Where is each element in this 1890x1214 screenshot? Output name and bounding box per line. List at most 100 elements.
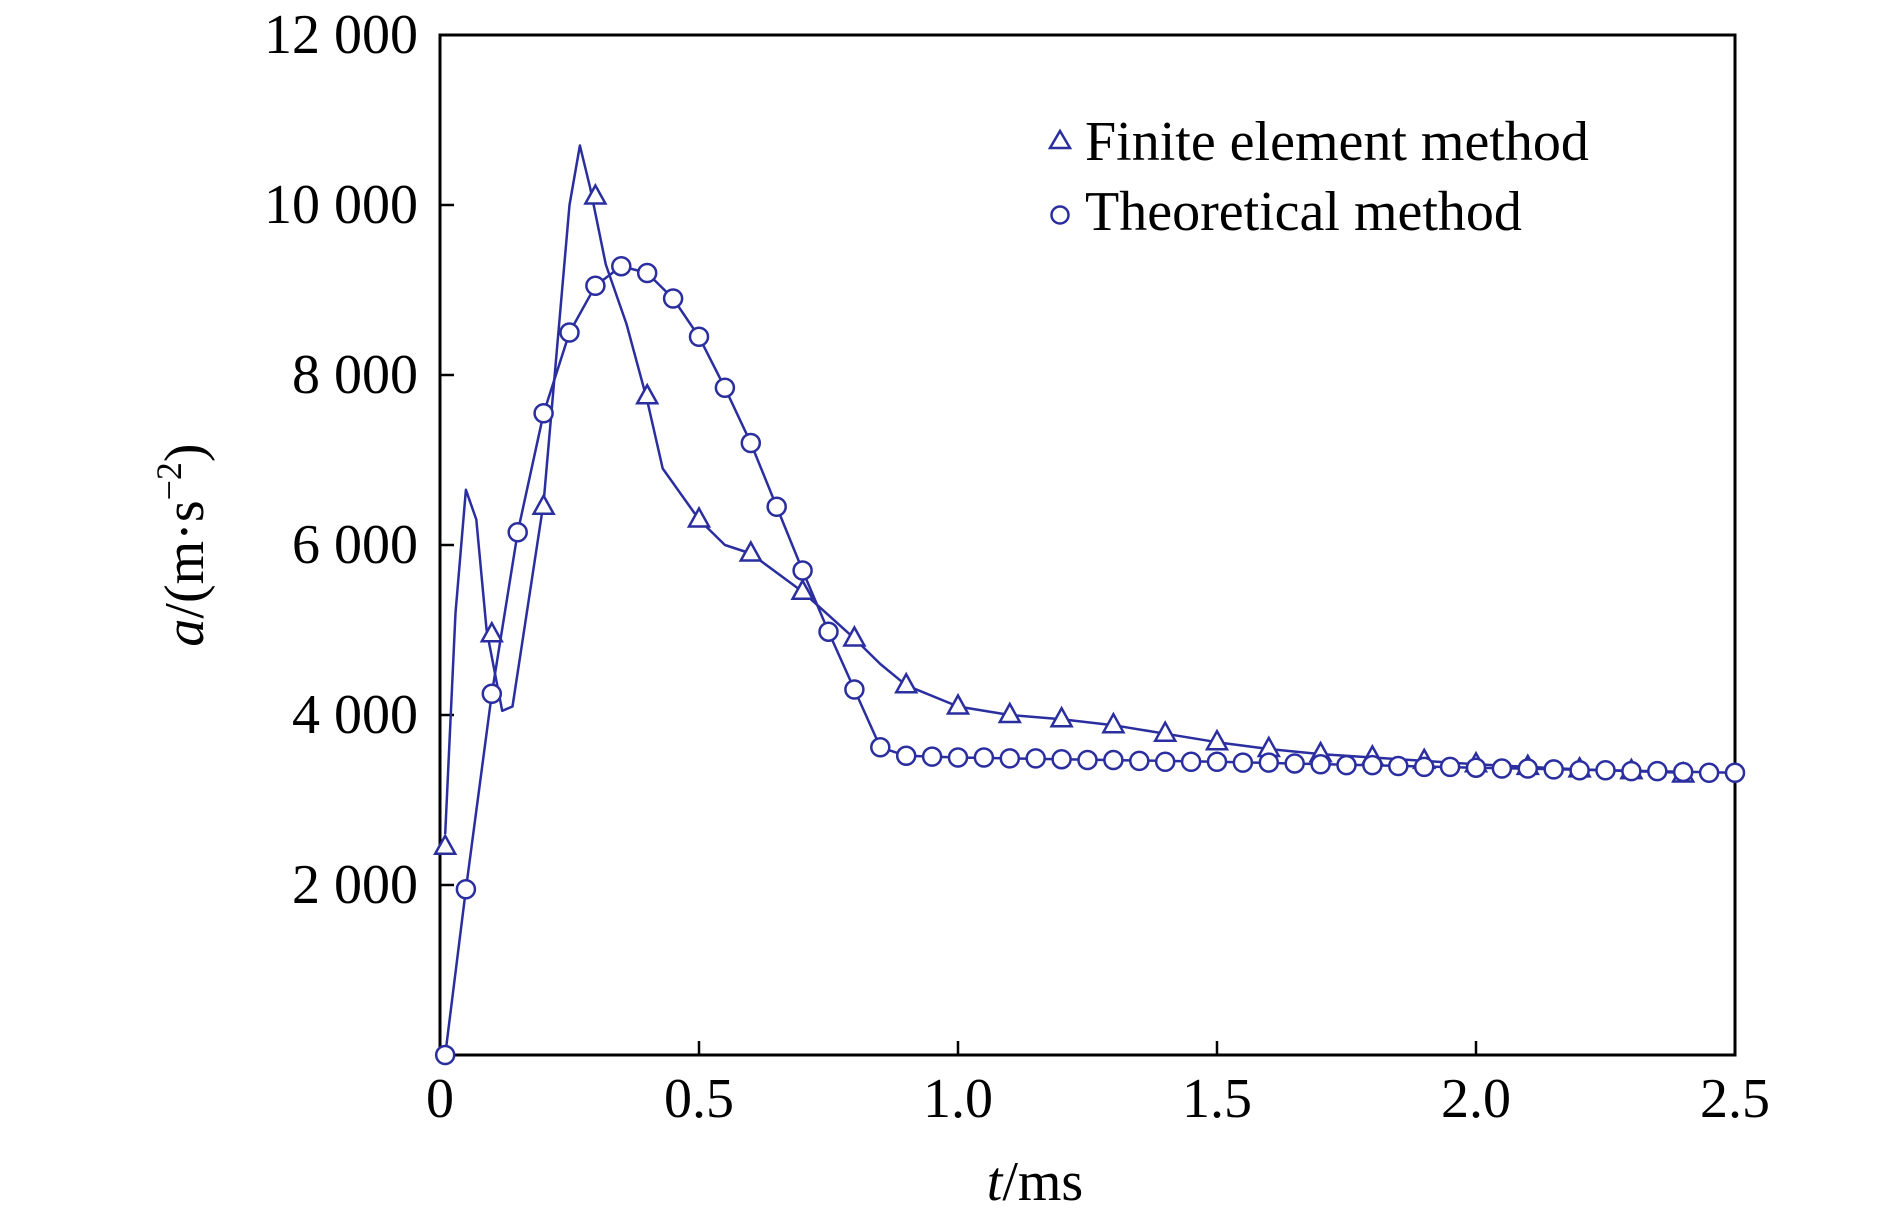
x-axis-unit: /ms — [1002, 1151, 1083, 1213]
circle-data-point — [1258, 752, 1280, 773]
circle-data-point — [636, 262, 658, 284]
triangle-data-point — [583, 182, 608, 205]
series-line-finite-element — [443, 144, 1684, 835]
y-tick-label: 4 000 — [292, 684, 418, 746]
circle-data-point — [1284, 753, 1305, 774]
circle-data-point — [1621, 760, 1642, 782]
triangle-data-point — [1049, 705, 1074, 728]
y-axis-unit: /(m·s — [154, 500, 216, 618]
circle-data-point — [1517, 758, 1539, 779]
legend-item-finite-element: Finite element method — [1047, 111, 1589, 173]
circle-data-point — [1672, 761, 1694, 783]
x-tick-label: 2.5 — [1700, 1068, 1770, 1130]
circle-data-point — [714, 377, 736, 398]
y-tick-label: 6 000 — [292, 514, 418, 576]
triangle-data-point — [790, 578, 815, 600]
circle-data-point — [1232, 752, 1254, 773]
circle-data-point — [1543, 759, 1564, 780]
circle-data-point — [1154, 751, 1176, 772]
triangle-data-point — [1153, 720, 1178, 742]
circle-data-point — [434, 1044, 456, 1066]
circle-data-point — [1569, 760, 1590, 781]
series-finite-element — [433, 144, 1696, 855]
circle-data-point — [766, 496, 787, 517]
circle-data-point — [1647, 760, 1668, 782]
circle-data-point — [740, 432, 762, 454]
y-tick-label: 12 000 — [264, 4, 418, 66]
triangle-marker-icon — [1047, 128, 1073, 150]
y-axis-ticks: 2 000 4 000 6 000 8 000 10 000 12 000 — [264, 4, 454, 916]
circle-data-point — [947, 747, 969, 768]
circle-data-point — [844, 679, 865, 700]
x-tick-label: 1.0 — [923, 1068, 993, 1130]
circle-data-point — [1051, 748, 1072, 770]
circle-data-point — [611, 255, 632, 277]
circle-data-point — [662, 288, 684, 309]
legend-item-theoretical: Theoretical method — [1050, 181, 1522, 243]
x-axis-ticks: 0 0.5 1.0 1.5 2.0 2.5 — [426, 1041, 1770, 1130]
circle-data-point — [1103, 749, 1124, 771]
triangle-data-point — [945, 692, 971, 715]
plot-area — [433, 144, 1746, 1066]
circle-data-point — [1362, 754, 1383, 776]
circle-data-point — [1180, 751, 1202, 772]
circle-data-point — [559, 322, 580, 343]
y-tick-label: 2 000 — [292, 854, 418, 916]
triangle-data-point — [997, 701, 1022, 724]
legend: Finite element method Theoretical method — [1047, 111, 1589, 243]
triangle-data-point — [842, 624, 867, 647]
circle-data-point — [870, 737, 891, 758]
legend-label-finite-element: Finite element method — [1085, 111, 1589, 173]
circle-data-point — [1129, 750, 1150, 772]
circle-data-point — [818, 621, 839, 642]
triangle-data-point — [433, 833, 458, 855]
circle-data-point — [1025, 748, 1046, 769]
circle-data-point — [1595, 760, 1616, 781]
circle-data-point — [533, 403, 554, 424]
circle-data-point — [585, 275, 606, 296]
triangle-data-point — [531, 493, 556, 515]
triangle-data-point — [1101, 711, 1126, 734]
circle-data-point — [481, 683, 503, 704]
x-tick-label: 1.5 — [1182, 1068, 1252, 1130]
y-axis-unit-close: ) — [154, 443, 216, 462]
triangle-data-point — [479, 620, 504, 643]
triangle-data-point — [635, 382, 660, 405]
circle-data-point — [1206, 751, 1228, 772]
circle-data-point — [1413, 756, 1435, 778]
x-axis-label: t/ms — [987, 1151, 1083, 1213]
legend-label-theoretical: Theoretical method — [1085, 181, 1522, 243]
circle-data-point — [1491, 758, 1513, 779]
x-tick-label: 0.5 — [664, 1068, 734, 1130]
x-tick-label: 0 — [426, 1068, 454, 1130]
series-line-theoretical — [443, 264, 1736, 1056]
circle-marker-icon — [1050, 205, 1070, 225]
triangle-data-point — [686, 505, 712, 528]
y-tick-label: 10 000 — [264, 174, 418, 236]
triangle-data-point — [738, 539, 763, 562]
triangle-data-point — [1204, 728, 1230, 751]
x-axis-variable: t — [987, 1151, 1004, 1213]
triangle-data-point — [894, 671, 919, 694]
circle-data-point — [1388, 755, 1409, 777]
y-axis-label: a/(m·s−2) — [149, 443, 216, 646]
y-axis-variable: a — [154, 619, 216, 647]
series-theoretical — [434, 255, 1746, 1066]
circle-data-point — [507, 522, 528, 543]
circle-data-point — [1698, 762, 1720, 784]
circle-data-point — [1336, 754, 1357, 776]
circle-data-point — [999, 748, 1021, 769]
x-tick-label: 2.0 — [1441, 1068, 1511, 1130]
circle-data-point — [1724, 762, 1746, 784]
circle-data-point — [1439, 756, 1461, 778]
circle-data-point — [973, 747, 995, 768]
circle-data-point — [455, 879, 477, 900]
circle-data-point — [1465, 757, 1487, 778]
circle-data-point — [1310, 754, 1331, 775]
circle-data-point — [895, 745, 917, 767]
y-tick-label: 8 000 — [292, 344, 418, 406]
circle-data-point — [1077, 749, 1098, 771]
circle-data-point — [921, 746, 943, 767]
circle-data-point — [792, 560, 813, 581]
